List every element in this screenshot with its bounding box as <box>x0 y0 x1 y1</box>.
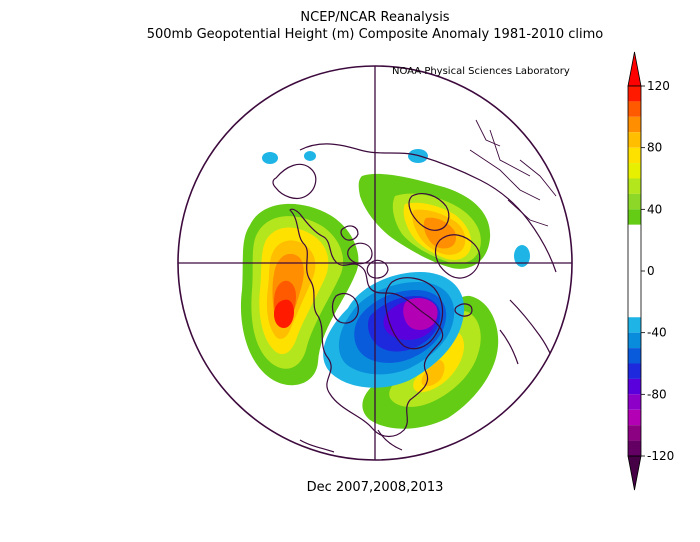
chart-subtitle: 500mb Geopotential Height (m) Composite … <box>146 27 604 42</box>
colorbar-bin <box>628 394 641 410</box>
colorbar-tick-label: 40 <box>647 202 662 216</box>
anomaly-trough-arctic <box>323 272 465 388</box>
colorbar-bin <box>628 332 641 349</box>
colorbar-bin <box>628 301 641 318</box>
anomaly-ridge-pacific <box>240 203 359 386</box>
colorbar-bin <box>628 209 641 225</box>
colorbar-tick-label: 80 <box>647 141 662 155</box>
map-boundary <box>177 65 573 461</box>
anomaly-field <box>240 119 561 453</box>
colorbar-bin <box>628 86 641 102</box>
colorbar-bin <box>628 348 641 364</box>
colorbar-bin <box>628 409 641 426</box>
colorbar-bin <box>628 178 641 194</box>
colorbar-bin <box>628 440 641 456</box>
anomaly-trough-russia <box>514 245 530 267</box>
colorbar-bin <box>628 286 641 302</box>
political-boundaries <box>469 119 557 227</box>
chart-title: NCEP/NCAR Reanalysis <box>300 10 450 25</box>
anomaly-ridge-europe <box>358 173 491 269</box>
anomaly-trough-bering <box>262 152 278 164</box>
colorbar-bin <box>628 163 641 179</box>
colorbar-bin <box>628 378 641 395</box>
credit-label: NOAA Physical Sciences Laboratory <box>392 66 570 77</box>
period-label: Dec 2007,2008,2013 <box>306 480 444 495</box>
colorbar-bin <box>628 193 641 210</box>
colorbar-bin <box>628 101 641 117</box>
coastlines <box>272 143 561 453</box>
colorbar-bin <box>628 271 641 287</box>
colorbar-bin <box>628 147 641 164</box>
anomaly-trough-siberia <box>304 151 316 161</box>
colorbar: 120 80 40 0 -40 -80 -120 <box>627 51 674 491</box>
colorbar-bin <box>628 224 641 241</box>
colorbar-tick-label: -80 <box>647 387 667 401</box>
colorbar-tick-label: -40 <box>647 326 667 340</box>
colorbar-arrow-top <box>627 51 642 87</box>
colorbar-tick-label: 0 <box>647 264 655 278</box>
colorbar-bin <box>628 363 641 379</box>
colorbar-bin <box>628 240 641 256</box>
colorbar-bin <box>628 132 641 148</box>
colorbar-bin <box>628 425 641 441</box>
colorbar-bin <box>628 255 641 271</box>
colorbar-tick-label: -120 <box>647 449 674 463</box>
colorbar-tick-label: 120 <box>647 79 670 93</box>
colorbar-bin <box>628 317 641 333</box>
colorbar-bin <box>628 116 641 133</box>
